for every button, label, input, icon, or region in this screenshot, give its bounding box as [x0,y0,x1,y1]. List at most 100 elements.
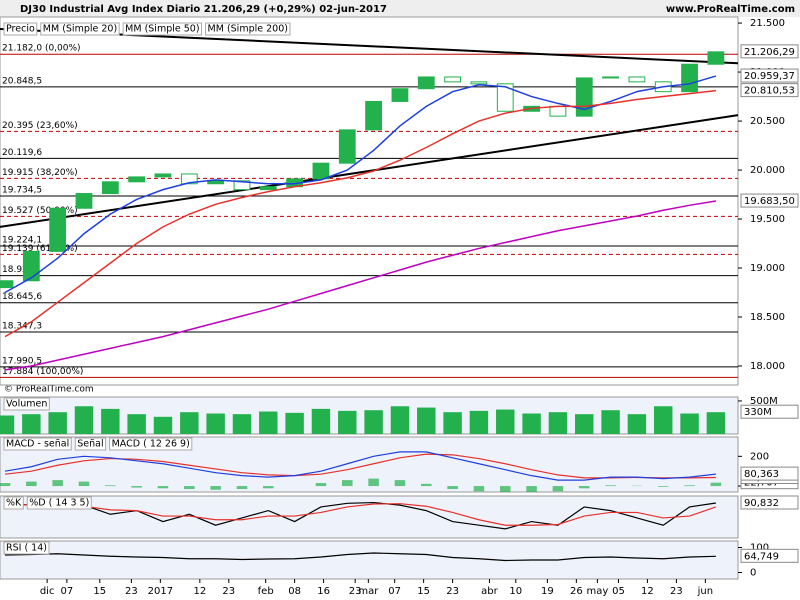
level-label: 21.182,0 (0,00%) [2,44,81,54]
x-tick-label: 23 [446,586,459,597]
candle [628,76,646,83]
x-tick-label: 15 [93,586,106,597]
bar [390,406,410,434]
bar [338,410,357,434]
bar [578,486,590,489]
candle [101,181,119,195]
legend-box [40,22,120,36]
x-tick-label: 10 [509,586,522,597]
candle [602,76,619,79]
bar [601,410,620,434]
candle [549,105,567,117]
value-label: 19.683,50 [744,196,795,207]
x-tick-label: feb [258,586,274,597]
candle [707,51,725,65]
bar [311,408,331,434]
candle [180,173,198,185]
bar [52,480,63,487]
legend-entry: MACD ( 12 26 9) [112,439,190,450]
x-tick-label: 23 [125,586,138,597]
level-label: 20.848,5 [2,76,42,86]
x-tick-label: may [587,586,609,597]
value-label-box [740,68,799,83]
legend-entry: %D ( 14 3 5) [29,498,89,509]
panel-background [0,16,739,386]
x-tick-label: 16 [317,586,330,597]
y-tick-label: 19.500 [750,214,785,225]
line [4,200,717,371]
candle [75,193,93,209]
bar [153,416,173,434]
y-tick-label: 200 [750,451,769,462]
bar [184,486,195,490]
level-label: 19.224,1 [2,236,42,246]
level-label: 17.990,5 [2,356,42,366]
bar [394,480,406,487]
value-label: 20.810,53 [744,86,795,97]
candle [207,180,225,185]
value-label-box [740,44,799,59]
x-tick-label: 08 [288,586,301,597]
bar [522,413,541,434]
legend-box [3,22,38,36]
legend-box [3,437,72,451]
candle [49,207,67,252]
bar [232,414,252,434]
bar [706,412,726,434]
bar [0,483,11,487]
trendline [0,114,739,228]
bar [473,486,485,492]
bar [131,486,142,488]
bar [105,485,116,487]
legend-box [109,437,193,451]
line [4,503,717,526]
legend-entry: Precio [6,24,35,35]
legend-entry: Volumen [6,399,47,410]
bar [605,485,616,487]
bar [417,407,436,434]
level-label: 19.915 (38,20%) [2,168,78,178]
bar [74,406,94,434]
bar [496,409,515,434]
bar [0,415,15,434]
candle [575,77,593,117]
x-tick-label: 26 [570,586,583,597]
x-tick-label: 12 [193,586,206,597]
level-label: 20.395 (23,60%) [2,121,78,131]
bar [627,414,647,434]
bar [26,481,37,487]
legend-box [3,496,24,510]
y-tick-label: 20.500 [750,116,785,127]
bar [368,478,379,487]
bar [654,406,673,434]
legend-entry: Señal [77,439,103,450]
legend-box [74,437,107,451]
candle [470,81,488,85]
x-tick-label: 15 [417,586,430,597]
level-label: 17.884 (100,00%) [2,367,83,377]
x-tick-label: jun [697,586,713,597]
x-tick-label: abr [481,586,498,597]
bar [22,414,41,434]
chart-title: DJ30 Industrial Avg Index Diario 21.206,… [20,4,387,15]
legend-entry: %K [6,498,22,509]
bar [263,486,274,489]
legend-entry: MM (Simple 200) [208,24,288,35]
bar [157,486,169,489]
candle [338,129,356,164]
bar [680,413,699,434]
bar [206,413,225,434]
y-tick-label: 0 [750,568,756,579]
x-tick-label: dic [40,586,55,597]
bar [684,485,695,487]
value-label-box [740,466,799,481]
bar [315,483,327,487]
candle [22,250,40,282]
y-tick-label: 18.500 [750,312,785,323]
line [4,552,716,562]
legend-box [3,541,50,555]
bar [48,412,67,434]
level-label: 19.139 (61,80%) [2,244,78,254]
x-tick-label: 05 [612,586,625,597]
line [4,89,716,338]
